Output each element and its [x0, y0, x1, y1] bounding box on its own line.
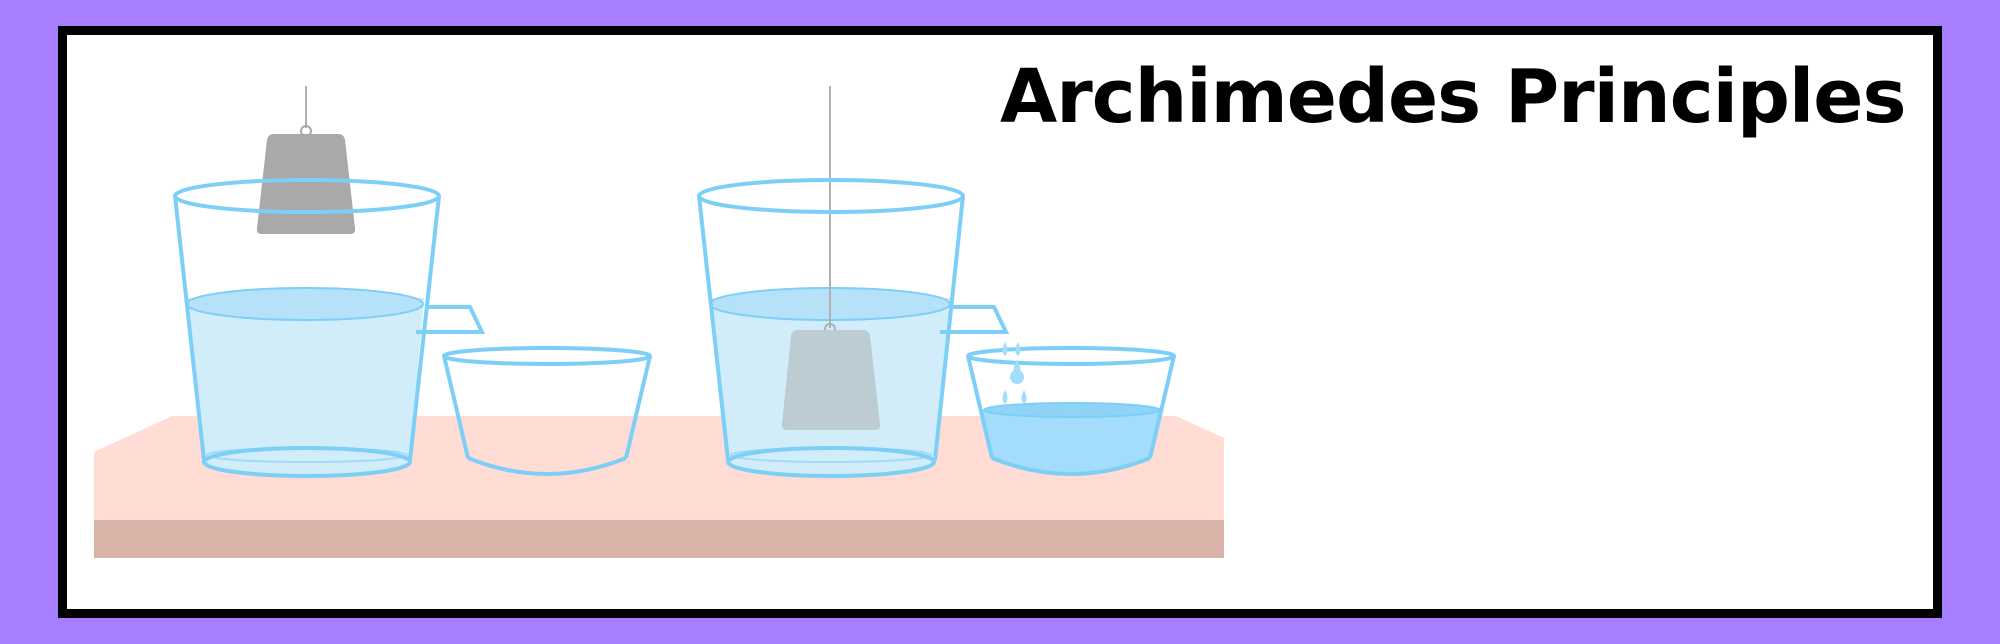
beaker-1-water-surface: [186, 287, 424, 321]
beaker-2-spout: [940, 305, 1010, 334]
beaker-1-water: [186, 298, 424, 460]
beaker-2-outline: [697, 178, 1010, 478]
hanging-weight-icon: [256, 134, 356, 234]
displaced-water-surface: [983, 402, 1161, 418]
hanging-weight-1: [256, 86, 356, 234]
table-front: [94, 520, 1224, 558]
empty-bowl-icon: [442, 346, 652, 476]
bowl-with-water-icon: [966, 346, 1176, 476]
submerged-weight-2: [781, 86, 881, 430]
beaker-1: [173, 195, 486, 478]
bowl-1-rim: [442, 346, 652, 366]
submerged-weight-icon: [781, 330, 881, 430]
beaker-2-rim: [697, 178, 965, 214]
bowl-2-rim: [966, 346, 1176, 366]
beaker-1-spout: [416, 305, 486, 334]
water-drop-icon: [1002, 342, 1027, 404]
displaced-water: [980, 410, 1160, 458]
page-title: Archimedes Principles: [1000, 54, 1907, 140]
beaker-1-rim: [173, 178, 441, 214]
